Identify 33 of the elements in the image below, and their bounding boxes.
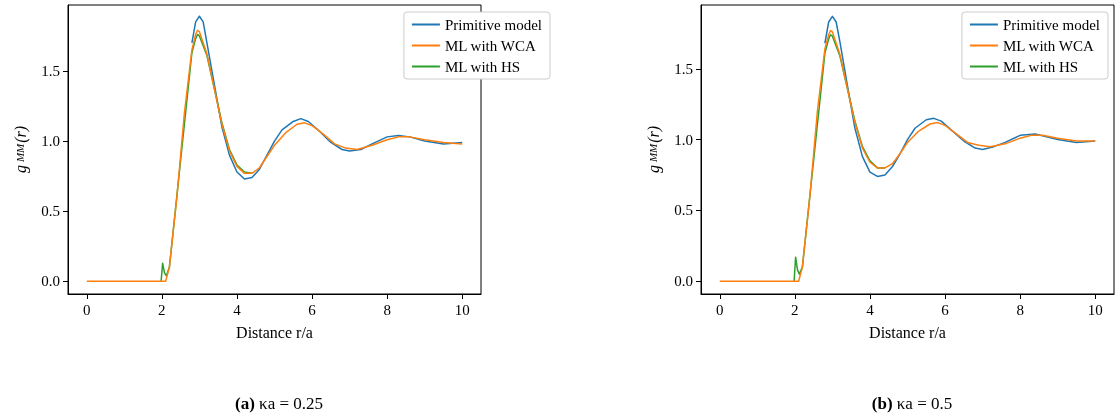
y-tick-label: 0.0: [41, 273, 60, 290]
text: (a) κa = 0.25: [234, 394, 324, 413]
x-tick-label: 4: [866, 301, 875, 318]
y-axis-title: gMM(r): [644, 125, 663, 174]
y-tick-label: 0.5: [41, 203, 60, 220]
y-tick-label: 0.5: [674, 202, 693, 219]
text: (b) κa = 0.5: [871, 394, 953, 413]
x-axis-title: Distance r/a: [236, 323, 313, 341]
legend-label: ML with WCA: [444, 37, 536, 54]
legend-label: ML with HS: [1002, 58, 1079, 75]
y-tick-label: 1.0: [41, 133, 60, 150]
x-tick-label: 0: [83, 301, 91, 318]
x-tick-label: 2: [158, 301, 166, 318]
y-axis-title: gMM(r): [11, 125, 30, 174]
x-axis-title: Distance r/a: [869, 323, 946, 341]
x-tick-label: 8: [1016, 301, 1024, 318]
x-tick-label: 0: [716, 301, 724, 318]
y-tick-label: 1.0: [674, 131, 693, 148]
line-series: [719, 29, 1096, 282]
y-tick-label: 1.5: [41, 62, 60, 79]
x-tick-label: 2: [791, 301, 799, 318]
x-tick-label: 10: [454, 301, 470, 318]
legend-label: ML with HS: [444, 58, 521, 75]
x-tick-label: 10: [1087, 301, 1103, 318]
y-tick-label: 0.0: [674, 273, 693, 290]
y-tick-label: 1.5: [674, 60, 693, 77]
x-tick-label: 6: [941, 301, 950, 318]
legend-label: Primitive model: [444, 16, 542, 33]
legend-label: ML with WCA: [1002, 37, 1094, 54]
x-tick-label: 6: [308, 301, 317, 318]
x-tick-label: 8: [383, 301, 391, 318]
legend-label: Primitive model: [1002, 16, 1100, 33]
x-tick-label: 4: [233, 301, 242, 318]
